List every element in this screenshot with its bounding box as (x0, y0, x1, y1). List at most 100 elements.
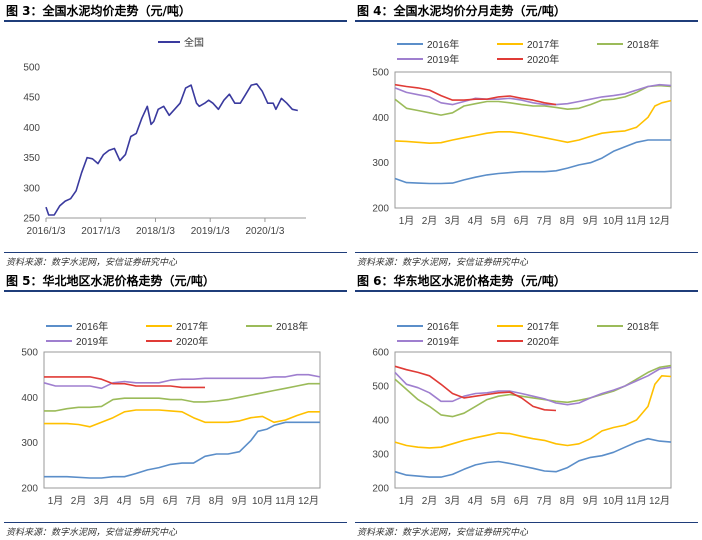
series-line-2020年 (394, 365, 557, 412)
chart-source: 资料来源：数字水泥网，安信证券研究中心 (6, 528, 178, 538)
chart-panel-fig4: 图 4：全国水泥均价分月走势（元/吨） 200 300 400 500 1月 2月 3月 4月… (351, 0, 702, 270)
plot-frame (43, 351, 321, 489)
x-tick-label: 11月 (275, 495, 295, 507)
legend-label: 2016年 (76, 320, 108, 333)
legend-label: 2016年 (427, 320, 459, 333)
x-tick-label: 8月 (560, 215, 576, 227)
x-tick-label: 4月 (468, 495, 484, 507)
y-tick-label: 200 (372, 204, 389, 215)
source-rule (355, 522, 698, 523)
series-line-2017年 (394, 375, 672, 449)
series-line-2016年 (394, 437, 672, 478)
x-tick-label: 6月 (514, 495, 530, 507)
series-line-2018年 (394, 84, 672, 116)
series-line-2020年 (44, 376, 205, 389)
source-rule (4, 252, 347, 253)
x-tick-label: 5月 (491, 495, 507, 507)
x-tick-label: 12月 (298, 495, 319, 507)
x-tick-label: 10月 (252, 495, 273, 507)
chart-svg: 200 300 400 500 600 1月 2月 3月 4月 5月 6月 7月 8月 9月 10月 11月 1… (372, 320, 672, 507)
x-tick-label: 4月 (117, 495, 133, 507)
x-tick-label: 9月 (583, 495, 599, 507)
y-tick-label: 450 (23, 93, 40, 104)
y-tick-label: 200 (21, 484, 38, 495)
legend-label: 2019年 (76, 335, 108, 348)
chart-source: 资料来源：数字水泥网，安信证券研究中心 (357, 258, 529, 268)
x-tick-label: 11月 (626, 215, 646, 227)
y-tick-label: 400 (372, 416, 389, 427)
title-rule (4, 290, 347, 292)
series-line-2018年 (44, 382, 320, 412)
x-tick-label: 2017/1/3 (81, 226, 120, 237)
series-line-2019年 (394, 83, 672, 106)
legend-label: 2019年 (427, 53, 459, 66)
legend-label: 2017年 (527, 320, 559, 333)
series-line-2016年 (394, 139, 671, 185)
source-rule (355, 252, 698, 253)
chart-source: 资料来源：数字水泥网，安信证券研究中心 (357, 528, 529, 538)
chart-title: 图 4：全国水泥均价分月走势（元/吨） (357, 4, 566, 18)
y-tick-label: 500 (372, 68, 389, 79)
y-tick-label: 250 (23, 214, 40, 225)
y-tick-label: 500 (372, 382, 389, 393)
x-tick-label: 3月 (94, 495, 110, 507)
chart-panel-fig3: 图 3：全国水泥均价走势（元/吨） 250 300 350 400 450 500 2016… (0, 0, 351, 270)
legend-label: 全国 (184, 36, 204, 49)
legend-label: 2017年 (176, 320, 208, 333)
source-rule (4, 522, 347, 523)
legend-label: 2017年 (527, 38, 559, 51)
x-tick-label: 7月 (537, 215, 553, 227)
series-line-2017年 (394, 99, 672, 144)
y-tick-label: 500 (21, 348, 38, 359)
legend-label: 2020年 (527, 53, 559, 66)
plot-frame (394, 351, 672, 489)
x-tick-label: 10月 (603, 215, 624, 227)
series-line-2019年 (394, 366, 672, 406)
legend-label: 2018年 (627, 320, 659, 333)
legend-label: 2016年 (427, 38, 459, 51)
x-tick-label: 1月 (48, 495, 64, 507)
chart-title: 图 5：华北地区水泥价格走势（元/吨） (6, 274, 215, 288)
chart-svg: 250 300 350 400 450 500 2016/1/3 2017/1/3 2018/1… (23, 36, 306, 237)
x-tick-label: 1月 (399, 215, 415, 227)
y-tick-label: 400 (372, 113, 389, 124)
y-tick-label: 500 (23, 63, 40, 74)
x-tick-label: 2019/1/3 (191, 226, 230, 237)
series-line-2020年 (394, 83, 557, 106)
x-tick-label: 7月 (537, 495, 553, 507)
series-line-2018年 (394, 364, 672, 418)
chart-title: 图 6：华东地区水泥价格走势（元/吨） (357, 274, 566, 288)
y-tick-label: 300 (21, 438, 38, 449)
y-tick-label: 400 (23, 123, 40, 134)
chart-title: 图 3：全国水泥均价走势（元/吨） (6, 4, 191, 18)
title-rule (355, 290, 698, 292)
legend-label: 2019年 (427, 335, 459, 348)
x-tick-label: 2018/1/3 (136, 226, 175, 237)
series-line-2016年 (44, 421, 320, 479)
legend-label: 2020年 (527, 335, 559, 348)
series-line-2019年 (43, 373, 321, 390)
legend-label: 2018年 (276, 320, 308, 333)
x-tick-label: 10月 (603, 495, 624, 507)
x-tick-label: 6月 (514, 215, 530, 227)
x-tick-label: 8月 (560, 495, 576, 507)
legend-label: 2020年 (176, 335, 208, 348)
y-tick-label: 300 (372, 158, 389, 169)
y-tick-label: 300 (23, 183, 40, 194)
x-tick-label: 4月 (468, 215, 484, 227)
y-tick-label: 350 (23, 153, 40, 164)
chart-source: 资料来源：数字水泥网，安信证券研究中心 (6, 258, 178, 268)
chart-svg: 200 300 400 500 1月 2月 3月 4月 5月 6月 7月 8月 9月 10月 11月 12月 2… (21, 320, 321, 507)
x-tick-label: 9月 (232, 495, 248, 507)
x-tick-label: 2月 (422, 495, 438, 507)
x-tick-label: 3月 (445, 495, 461, 507)
y-tick-label: 400 (21, 393, 38, 404)
y-tick-label: 600 (372, 348, 389, 359)
x-tick-label: 12月 (649, 495, 670, 507)
x-tick-label: 5月 (140, 495, 156, 507)
y-tick-label: 300 (372, 450, 389, 461)
series-line-全国 (45, 83, 298, 216)
x-tick-label: 12月 (649, 215, 670, 227)
x-tick-label: 2016/1/3 (27, 226, 66, 237)
x-tick-label: 3月 (445, 215, 461, 227)
